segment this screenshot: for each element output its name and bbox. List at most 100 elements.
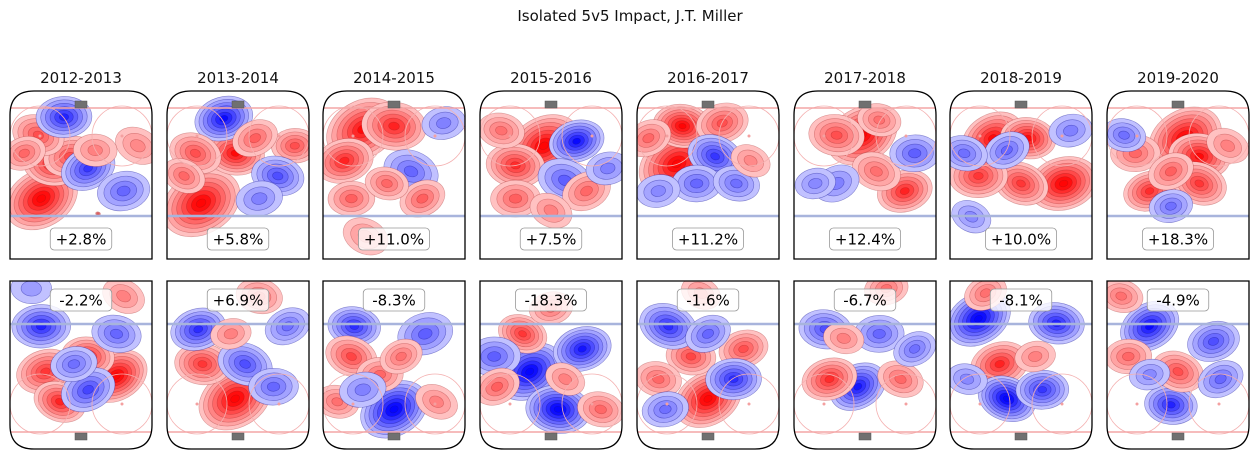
rink-boards [636,280,780,450]
negative-contour [487,351,502,362]
rink-panel-offense: +18.3% [1106,90,1250,260]
impact-badge [676,288,740,312]
faceoff-dot [904,134,908,138]
positive-contour [97,212,99,215]
negative-contour [525,367,535,376]
faceoff-dot [665,402,669,406]
faceoff-dot [1135,402,1139,406]
faceoff-circle [323,373,384,435]
faceoff-circle [1188,373,1249,435]
impact-badge [515,288,587,312]
net-icon [1171,432,1185,441]
positive-contour [743,155,758,167]
rink-panel-defense: -8.3% [322,280,466,450]
net-icon [544,432,558,441]
rink-boards [9,280,153,450]
faceoff-circle [875,373,936,435]
net-icon [701,100,715,109]
positive-contour [429,395,444,408]
heatmap-layer [794,91,936,259]
net-icon [1014,100,1028,109]
faceoff-circle [718,373,779,435]
impact-value-offense: +2.8% [56,231,107,249]
faceoff-dot [277,134,281,138]
faceoff-circle [1107,373,1168,435]
faceoff-circle [1031,373,1092,435]
negative-contour [1166,401,1176,409]
negative-contour [553,406,563,413]
positive-contour [1016,179,1026,188]
rink-panel-offense: +7.5% [479,90,623,260]
faceoff-dot [904,402,908,406]
faceoff-dot [1217,402,1221,406]
positive-contour [178,171,190,181]
negative-contour [266,381,281,392]
positive-contour [539,141,549,150]
faceoff-circle [404,373,465,435]
rink-panel-defense: -6.7% [793,280,937,450]
positive-contour [899,187,910,195]
faceoff-dot [590,402,594,406]
positive-contour [678,123,687,130]
faceoff-dot [38,402,42,406]
faceoff-circle [1188,105,1249,167]
positive-contour [894,374,907,385]
net-icon [74,432,88,441]
faceoff-circle [10,373,71,435]
faceoff-dot [822,402,826,406]
rink-boards [9,90,153,260]
negative-contour [690,178,704,189]
impact-badge [206,227,270,251]
faceoff-dot [1135,134,1139,138]
rink-boards [166,280,310,450]
negative-contour [193,325,204,334]
impact-value-defense: -8.3% [372,292,416,310]
faceoff-dot [351,402,355,406]
positive-contour [824,375,835,383]
faceoff-circle [248,105,309,167]
faceoff-dot [195,402,199,406]
negative-contour [728,375,739,383]
negative-contour [1165,201,1177,211]
faceoff-dot [351,134,355,138]
net-icon [544,100,558,109]
faceoff-dot [195,134,199,138]
positive-contour [339,156,350,165]
season-title: 2012-2013 [40,69,122,87]
rink-panel-offense: +11.0% [322,90,466,260]
rink-boards [949,90,1093,260]
negative-contour [239,359,251,369]
positive-contour [331,397,343,407]
faceoff-circle [794,373,855,435]
negative-contour [659,404,672,415]
negative-contour [1118,130,1130,140]
faceoff-dot [38,134,42,138]
net-icon [1014,432,1028,441]
rink-boards [166,90,310,260]
negative-contour [219,115,229,123]
season-title: 2018-2019 [980,69,1062,87]
heatmap-layer [10,91,152,259]
rink-panel-defense: -8.1% [949,280,1093,450]
faceoff-dot [822,134,826,138]
impact-value-offense: +5.8% [213,231,264,249]
positive-contour [289,141,300,150]
negative-contour [116,185,131,197]
positive-contour [836,332,851,344]
impact-value-defense: -8.1% [999,292,1043,310]
faceoff-dot [747,134,751,138]
faceoff-dot [1060,134,1064,138]
negative-contour [974,315,983,323]
impact-badge [985,227,1057,251]
negative-contour [650,185,666,197]
rink-panel-defense: -1.6% [636,280,780,450]
net-icon [387,100,401,109]
positive-contour [870,166,883,177]
positive-contour [495,125,508,136]
rink-panel-defense: +6.9% [166,280,310,450]
negative-contour [909,344,921,354]
rink-boards [479,90,623,260]
impact-value-offense: +18.3% [1148,231,1208,249]
season-title: 2016-2017 [667,69,749,87]
impact-badge [833,288,897,312]
